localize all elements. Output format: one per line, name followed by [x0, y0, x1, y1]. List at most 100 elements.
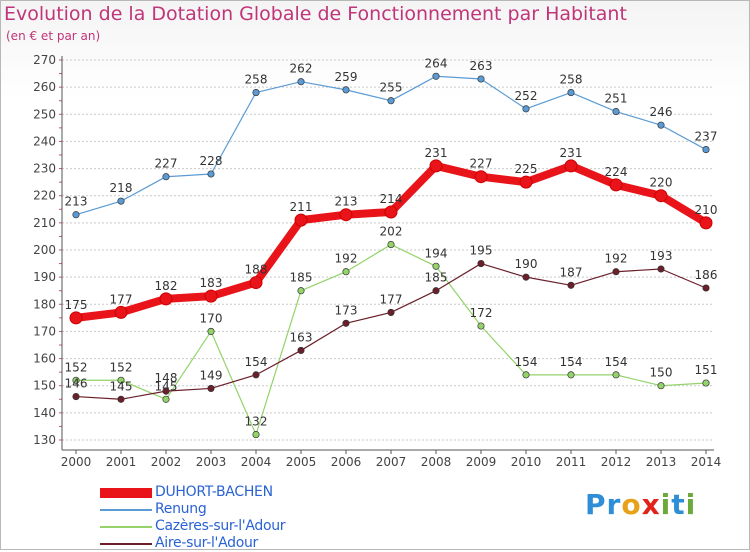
data-label: 227 — [155, 157, 178, 171]
legend-swatch — [100, 509, 152, 511]
y-tick-label: 250 — [33, 107, 56, 121]
y-tick-label: 240 — [33, 134, 56, 148]
data-point — [477, 75, 485, 83]
y-tick-label: 260 — [33, 80, 56, 94]
data-label: 237 — [695, 130, 718, 144]
data-label: 258 — [560, 73, 583, 87]
data-point — [564, 159, 578, 173]
legend-label: Renung — [155, 501, 207, 517]
data-label: 170 — [200, 311, 223, 325]
data-point — [567, 281, 575, 289]
data-label: 149 — [200, 368, 223, 382]
data-point — [204, 289, 218, 303]
data-point — [387, 308, 395, 316]
logo-letter: i — [660, 488, 672, 521]
data-point — [432, 72, 440, 80]
data-point — [249, 276, 263, 290]
data-point — [297, 287, 305, 295]
data-label: 190 — [515, 257, 538, 271]
data-label: 182 — [155, 279, 178, 293]
data-label: 228 — [200, 154, 223, 168]
data-label: 213 — [65, 195, 88, 209]
data-label: 154 — [605, 355, 628, 369]
data-label: 218 — [110, 181, 133, 195]
data-label: 251 — [605, 92, 628, 106]
data-point — [519, 175, 533, 189]
chart-title: Evolution de la Dotation Globale de Fonc… — [4, 3, 627, 25]
x-tick-label: 2012 — [601, 455, 632, 469]
x-tick-label: 2004 — [241, 455, 272, 469]
data-label: 154 — [245, 355, 268, 369]
data-label: 152 — [65, 360, 88, 374]
data-point — [252, 431, 260, 439]
data-label: 187 — [560, 265, 583, 279]
legend-swatch — [100, 488, 152, 498]
data-point — [117, 395, 125, 403]
data-point — [297, 78, 305, 86]
data-point — [567, 89, 575, 97]
y-tick-label: 230 — [33, 162, 56, 176]
data-label: 150 — [650, 366, 673, 380]
data-label: 173 — [335, 303, 358, 317]
y-tick-label: 270 — [33, 53, 56, 67]
data-point — [342, 86, 350, 94]
data-label: 145 — [155, 379, 178, 393]
data-point — [297, 346, 305, 354]
data-label: 185 — [290, 271, 313, 285]
data-point — [252, 89, 260, 97]
legend-swatch — [100, 543, 152, 545]
data-point — [72, 376, 80, 384]
data-point — [474, 170, 488, 184]
data-point — [702, 379, 710, 387]
data-label: 192 — [335, 252, 358, 266]
data-point — [387, 97, 395, 105]
data-point — [522, 273, 530, 281]
data-label: 194 — [425, 246, 448, 260]
legend-label: DUHORT-BACHEN — [155, 484, 273, 500]
logo-letter: r — [606, 488, 622, 521]
data-label: 183 — [200, 276, 223, 290]
data-label: 175 — [65, 298, 88, 312]
x-tick-label: 2000 — [61, 455, 92, 469]
data-point — [657, 265, 665, 273]
data-label: 185 — [425, 271, 448, 285]
x-tick-label: 2010 — [511, 455, 542, 469]
data-label: 177 — [110, 292, 133, 306]
data-point — [657, 382, 665, 390]
data-label: 227 — [470, 157, 493, 171]
x-tick-label: 2001 — [106, 455, 137, 469]
data-point — [654, 189, 668, 203]
data-label: 188 — [245, 263, 268, 277]
data-label: 152 — [110, 360, 133, 374]
data-point — [342, 319, 350, 327]
legend-label: Cazères-sur-l'Adour — [155, 518, 286, 534]
data-point — [387, 241, 395, 249]
data-point — [609, 178, 623, 192]
data-point — [207, 170, 215, 178]
data-label: 252 — [515, 89, 538, 103]
x-tick-label: 2013 — [646, 455, 677, 469]
y-tick-label: 130 — [33, 433, 56, 447]
data-label: 259 — [335, 70, 358, 84]
data-label: 193 — [650, 249, 673, 263]
data-point — [117, 197, 125, 205]
data-point — [207, 327, 215, 335]
y-tick-label: 200 — [33, 243, 56, 257]
data-point — [117, 376, 125, 384]
y-tick-label: 150 — [33, 379, 56, 393]
data-point — [162, 173, 170, 181]
y-tick-label: 210 — [33, 216, 56, 230]
data-label: 246 — [650, 105, 673, 119]
y-tick-label: 140 — [33, 406, 56, 420]
y-tick-label: 180 — [33, 297, 56, 311]
x-tick-label: 2003 — [196, 455, 227, 469]
data-label: 258 — [245, 73, 268, 87]
data-label: 210 — [695, 203, 718, 217]
data-label: 195 — [470, 244, 493, 258]
data-point — [702, 146, 710, 154]
data-label: 163 — [290, 330, 313, 344]
proxiti-logo: Proxiti — [585, 488, 696, 521]
y-tick-label: 160 — [33, 352, 56, 366]
data-point — [69, 311, 83, 325]
data-point — [342, 268, 350, 276]
